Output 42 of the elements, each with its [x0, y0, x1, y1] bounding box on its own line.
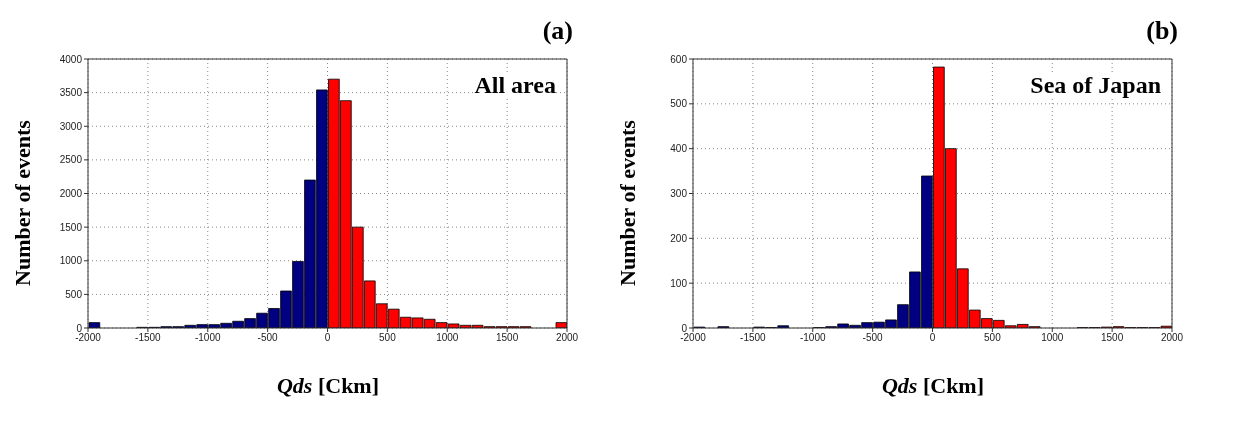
annotation: Sea of Japan	[1030, 72, 1161, 99]
x-tick-label: -1500	[740, 332, 767, 344]
x-tick-label: -1000	[799, 332, 826, 344]
x-tick-label: 2000	[1160, 332, 1184, 344]
y-tick-label: 300	[670, 188, 688, 200]
x-tick-label: 1500	[496, 332, 519, 344]
y-tick-label: 2500	[59, 154, 83, 166]
x-axis-title: Qds [Ckm]	[276, 373, 380, 398]
y-tick-label: 2000	[59, 188, 83, 200]
y-tick-label: 3500	[59, 87, 83, 99]
y-tick-label: 600	[670, 53, 688, 65]
y-tick-label: 4000	[59, 53, 83, 65]
annotation: All area	[474, 72, 556, 99]
y-tick-label: 1000	[59, 255, 83, 267]
y-tick-label: 1500	[59, 221, 83, 233]
y-tick-label: 500	[670, 98, 688, 110]
y-tick-label: 100	[670, 277, 688, 289]
x-tick-label: 500	[379, 332, 397, 344]
y-tick-label: 400	[670, 143, 688, 155]
x-axis-title: Qds [Ckm]	[881, 373, 985, 398]
y-axis-title: Number of events	[10, 120, 36, 286]
chart-title: (b)	[1146, 16, 1178, 46]
y-tick-label: 0	[681, 322, 688, 334]
y-tick-label: 200	[670, 232, 688, 244]
x-tick-label: 0	[324, 332, 331, 344]
x-tick-label: -2000	[75, 332, 102, 344]
x-tick-label: -500	[257, 332, 279, 344]
y-tick-label: 0	[76, 322, 83, 334]
x-tick-label: 1000	[1041, 332, 1064, 344]
x-tick-label: 500	[984, 332, 1002, 344]
x-tick-label: 1000	[436, 332, 459, 344]
x-tick-label: -1000	[194, 332, 221, 344]
y-axis-title: Number of events	[615, 120, 641, 286]
x-tick-label: 2000	[555, 332, 579, 344]
x-tick-label: -2000	[680, 332, 707, 344]
x-tick-label: -500	[862, 332, 884, 344]
chart-title: (a)	[542, 16, 573, 46]
y-tick-label: 500	[65, 288, 83, 300]
x-tick-label: -1500	[135, 332, 162, 344]
x-tick-label: 0	[929, 332, 936, 344]
x-tick-label: 1500	[1101, 332, 1124, 344]
y-tick-label: 3000	[59, 120, 83, 132]
